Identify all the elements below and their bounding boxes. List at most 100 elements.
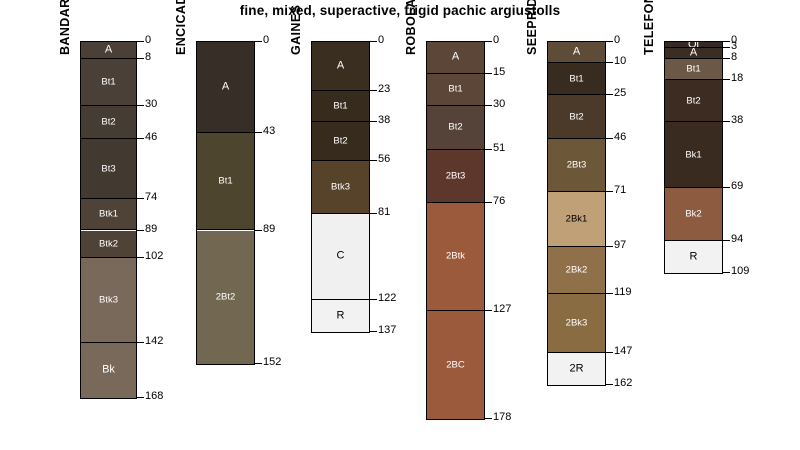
tick-label: 51 [493, 142, 506, 155]
soil-horizon[interactable]: Bt3 [81, 139, 136, 199]
soil-horizon[interactable]: Btk1 [81, 198, 136, 231]
horizon-label: Bk2 [685, 208, 702, 220]
soil-horizon[interactable]: Btk3 [81, 258, 136, 343]
tick-line [137, 341, 144, 343]
tick-label: 0 [614, 34, 621, 46]
tick-line [723, 57, 730, 59]
soil-horizon[interactable]: 2R [548, 353, 605, 386]
tick-line [485, 72, 492, 74]
profile-name-label: ROBOLATA [404, 0, 418, 55]
tick-label: 10 [614, 55, 627, 68]
horizon-label: Btk2 [98, 238, 118, 250]
horizon-label: 2Bt2 [215, 291, 236, 303]
soil-horizon[interactable]: A [427, 42, 484, 74]
tick-line [370, 299, 377, 301]
profile-column: A Bt1 Bt2 Btk3 C R [311, 41, 370, 334]
tick-line [370, 159, 377, 161]
soil-horizon[interactable]: Bt2 [312, 122, 369, 161]
tick-label: 74 [145, 190, 158, 203]
soil-horizon[interactable]: 2Bt3 [427, 150, 484, 203]
soil-horizon[interactable]: 2Btk [427, 202, 484, 311]
tick-line [370, 331, 377, 333]
tick-line [137, 257, 144, 259]
soil-horizon[interactable]: 2BC [427, 310, 484, 419]
tick-label: 30 [145, 97, 158, 110]
soil-horizon[interactable]: Bt1 [427, 73, 484, 106]
horizon-label: Bt1 [686, 63, 701, 75]
soil-horizon[interactable]: A [665, 48, 722, 59]
tick-line [137, 57, 144, 59]
soil-horizon[interactable]: 2Bt2 [197, 230, 254, 364]
soil-horizon[interactable]: Bt2 [427, 105, 484, 150]
soil-horizon[interactable]: Btk3 [312, 160, 369, 214]
tick-line [137, 41, 144, 42]
tick-line [723, 240, 730, 242]
horizon-label: R [689, 250, 698, 263]
soil-horizon[interactable]: Bk2 [665, 188, 722, 242]
horizon-label: 2Bk1 [565, 213, 588, 225]
soil-horizon[interactable]: 2Bk1 [548, 192, 605, 248]
tick-line [137, 197, 144, 199]
soil-horizon[interactable]: Bt2 [665, 80, 722, 123]
soil-horizon[interactable]: 2Bk2 [548, 247, 605, 295]
soil-horizon[interactable]: C [312, 213, 369, 301]
tick-line [137, 138, 144, 140]
horizon-label: 2R [569, 362, 584, 375]
tick-line [255, 229, 262, 231]
soil-horizon[interactable]: Bt1 [197, 133, 254, 231]
tick-line [137, 229, 144, 231]
tick-label: 162 [614, 377, 633, 390]
profile-column: Oi A Bt1 Bt2 Bk1 Bk2 R [664, 41, 723, 274]
tick-label: 46 [145, 131, 158, 144]
soil-horizon[interactable]: Btk2 [81, 230, 136, 259]
horizon-label: Btk3 [330, 180, 350, 192]
tick-line [606, 191, 613, 193]
tick-label: 23 [378, 82, 391, 95]
soil-horizon[interactable]: A [312, 42, 369, 91]
tick-label: 89 [263, 222, 276, 235]
tick-label: 0 [263, 34, 270, 46]
soil-horizon[interactable]: Bt2 [81, 105, 136, 140]
horizon-label: A [104, 43, 113, 56]
horizon-label: 2Bk3 [565, 317, 588, 329]
soil-horizon[interactable]: Bt1 [81, 58, 136, 106]
tick-line [606, 293, 613, 295]
tick-line [606, 138, 613, 140]
tick-label: 15 [493, 65, 506, 78]
profile-column: A Bt1 Bt2 2Bt3 2Btk 2BC [426, 41, 485, 420]
tick-label: 94 [731, 233, 744, 246]
soil-horizon[interactable]: Bt1 [548, 63, 605, 95]
tick-line [137, 104, 144, 106]
soil-horizon[interactable]: A [548, 42, 605, 64]
horizon-label: A [221, 80, 230, 93]
tick-line [255, 132, 262, 134]
tick-line [606, 41, 613, 42]
horizon-label: Bt1 [569, 72, 584, 84]
profile-name-label: GAINES [289, 4, 303, 55]
soil-horizon[interactable]: Bk1 [665, 122, 722, 189]
soil-horizon[interactable]: Bk [81, 342, 136, 398]
tick-label: 178 [493, 411, 512, 423]
horizon-label: Oi [688, 42, 699, 49]
horizon-label: 2BC [446, 359, 465, 371]
horizon-label: Bt2 [569, 110, 584, 122]
horizon-label: Bt1 [101, 75, 116, 87]
soil-horizon[interactable]: 2Bt3 [548, 139, 605, 193]
tick-line [370, 212, 377, 214]
soil-horizon[interactable]: A [197, 42, 254, 134]
tick-line [370, 41, 377, 42]
soil-horizon[interactable]: A [81, 42, 136, 59]
soil-horizon[interactable]: R [665, 241, 722, 273]
tick-line [723, 271, 730, 273]
soil-horizon[interactable]: Bt1 [312, 90, 369, 123]
soil-horizon[interactable]: R [312, 300, 369, 333]
tick-label: 30 [493, 97, 506, 110]
soil-horizon[interactable]: 2Bk3 [548, 294, 605, 354]
soil-horizon[interactable]: Oi [665, 42, 722, 49]
soil-horizon[interactable]: Bt2 [548, 94, 605, 140]
horizon-label: 2Bk2 [565, 264, 588, 276]
soil-horizon[interactable]: Bt1 [665, 58, 722, 81]
tick-label: 8 [145, 50, 152, 63]
horizon-label: Bk [102, 363, 115, 376]
tick-line [485, 41, 492, 42]
